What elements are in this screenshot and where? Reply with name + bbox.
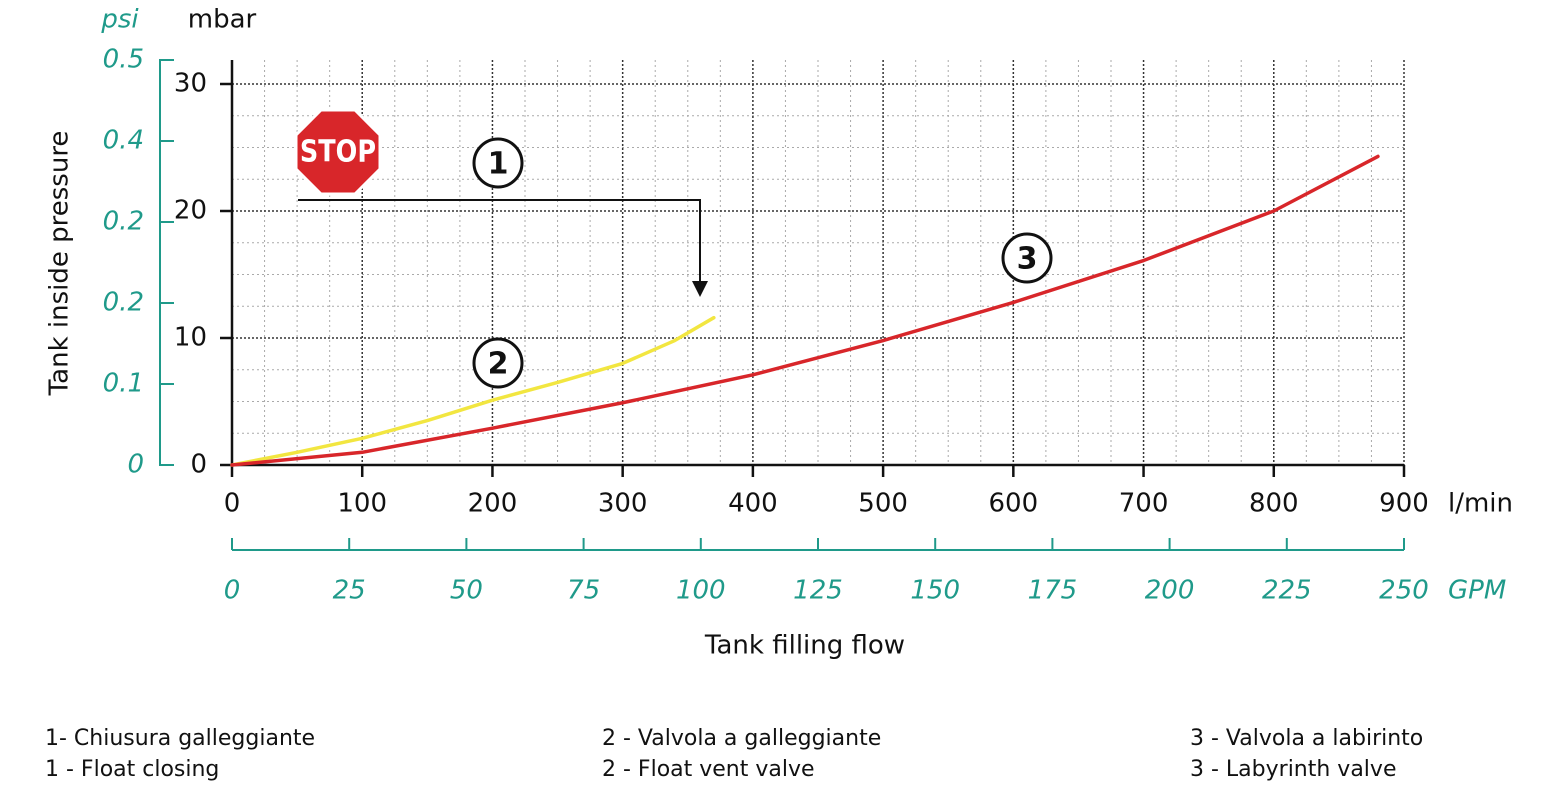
line-series: [230, 315, 716, 467]
x2-tick-label: 75: [567, 576, 600, 606]
y-unit: mbar: [188, 5, 257, 35]
x2-tick-label: 125: [793, 576, 843, 606]
x-tick-label: 0: [224, 489, 241, 519]
x2-tick-label: 200: [1145, 576, 1195, 606]
y2-tick-label: 0.1: [103, 369, 144, 399]
x-axis-label: Tank filling flow: [704, 631, 905, 661]
x2-tick-label: 50: [450, 576, 483, 606]
y-tick-label: 20: [174, 196, 207, 226]
y2-tick-label: 0: [127, 450, 144, 480]
note: 1 - Float closing: [45, 757, 219, 782]
axes: 0 100 200 300 400 500 600 700 800 900010203000.10…: [45, 45, 1429, 783]
stop-sign: STOP: [294, 108, 382, 196]
note: 2 - Valvola a galleggiante: [602, 726, 881, 751]
annotation-circle: [472, 337, 524, 389]
x-tick-label: 100: [337, 489, 387, 519]
x2-tick-label: 100: [676, 576, 726, 606]
grid: [231, 60, 1405, 466]
y2-tick-label: 0.2: [103, 288, 144, 318]
annotation-circle: [1001, 232, 1053, 284]
y-tick-label: 10: [174, 323, 207, 353]
annotation-circle: [472, 137, 524, 189]
y-tick-label: 30: [174, 69, 207, 99]
y-axis-label: Tank inside pressure: [45, 131, 75, 397]
stop-octagon: [294, 108, 382, 196]
x2-unit: GPM: [1448, 576, 1506, 606]
x-unit: l/min: [1448, 489, 1513, 519]
x-tick-label: 900: [1379, 489, 1429, 519]
x-tick-label: 300: [598, 489, 648, 519]
y2-tick-label: 0.5: [103, 45, 144, 75]
x-tick-label: 500: [858, 489, 908, 519]
annotation: 2: [488, 347, 509, 382]
x2-tick-label: 150: [910, 576, 960, 606]
x-tick-label: 200: [468, 489, 518, 519]
x-tick-label: 800: [1249, 489, 1299, 519]
y2-tick-label: 0.4: [103, 126, 144, 156]
annotation: 3: [1017, 242, 1038, 277]
x2-tick-label: 25: [333, 576, 366, 606]
x2-tick-label: 250: [1379, 576, 1429, 606]
note: 1- Chiusura galleggiante: [45, 726, 315, 751]
note: 2 - Float vent valve: [602, 757, 815, 782]
stop-text: STOP: [300, 134, 376, 170]
arrow-head: [692, 281, 708, 297]
x-tick-label: 400: [728, 489, 778, 519]
x2-tick-label: 175: [1028, 576, 1078, 606]
annotation: 1: [488, 147, 509, 182]
x2-tick-label: 0: [224, 576, 241, 606]
y2-tick-label: 0.2: [103, 207, 144, 237]
x2-tick-label: 225: [1262, 576, 1312, 606]
arrow: [298, 199, 701, 283]
line-series: [230, 154, 1380, 467]
x-tick-label: 700: [1119, 489, 1169, 519]
x-tick-label: 600: [989, 489, 1039, 519]
note: 3 - Valvola a labirinto: [1190, 726, 1423, 751]
y-tick-label: 0: [190, 450, 207, 480]
note: 3 - Labyrinth valve: [1190, 757, 1396, 782]
y2-unit: psi: [100, 5, 139, 35]
